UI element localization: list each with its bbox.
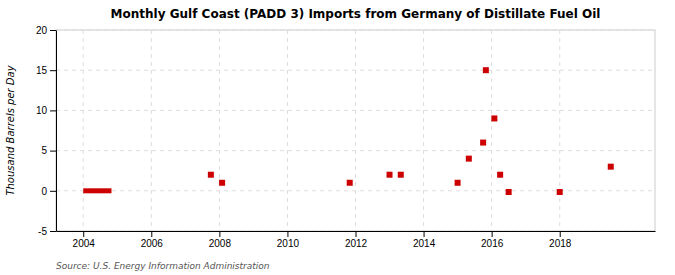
x-tick-mark [219, 231, 220, 237]
x-tick-label: 2014 [413, 238, 436, 249]
x-grid-line [355, 30, 356, 231]
point [483, 67, 489, 73]
y-tick: 20 [36, 25, 56, 36]
x-tick-label: 2008 [209, 238, 232, 249]
annotation: Source: U.S. Energy Information Administ… [56, 261, 270, 271]
y-grid-line [56, 150, 655, 151]
y-tick-label: 5 [41, 145, 47, 156]
plot-area: 2004 2006 2008 2010 2012 2014 2016 2018 -5 0 5 10 15… [36, 25, 656, 249]
title: Monthly Gulf Coast (PADD 3) Imports from… [111, 7, 601, 21]
y-grid-line [56, 30, 655, 31]
x-tick-mark [356, 231, 357, 237]
x-grid-line [491, 30, 492, 231]
y-axis-line [56, 31, 57, 232]
point [455, 180, 461, 186]
point [506, 189, 512, 195]
y-tick-label: 15 [36, 65, 48, 76]
x-tick: 2004 [73, 231, 96, 249]
x-tick: 2012 [345, 231, 368, 249]
x-tick-mark [287, 231, 288, 237]
x-tick: 2006 [141, 231, 164, 249]
x-grid-line [151, 30, 152, 231]
point [491, 115, 497, 121]
point [480, 140, 486, 146]
y-tick: 10 [36, 105, 56, 116]
x-grid-line [83, 30, 84, 231]
x-tick: 2014 [413, 231, 436, 249]
x-tick-mark [424, 231, 425, 237]
line-segment [83, 188, 111, 193]
x-tick-mark [560, 231, 561, 237]
x-tick-mark [151, 231, 152, 237]
y-tick: -5 [38, 226, 56, 237]
x-tick: 2010 [277, 231, 300, 249]
x-grid-line [423, 30, 424, 231]
point [347, 180, 353, 186]
point [208, 172, 214, 178]
plot-frame [56, 30, 655, 231]
chart: 2004 2006 2008 2010 2012 2014 2016 2018 -5 0 5 10 15… [0, 0, 675, 275]
y-tick-mark [50, 110, 56, 111]
point [497, 172, 503, 178]
x-tick-label: 2006 [141, 238, 164, 249]
y-tick: 15 [36, 65, 56, 76]
y-grid-line [56, 190, 655, 191]
grid [56, 30, 655, 231]
point [608, 164, 614, 170]
x-tick-label: 2016 [481, 238, 504, 249]
x-grid-line [219, 30, 220, 231]
y-grid-line [56, 70, 655, 71]
x-tick-label: 2004 [73, 238, 96, 249]
x-tick: 2008 [209, 231, 232, 249]
y-tick-mark [50, 151, 56, 152]
y-tick-mark [50, 70, 56, 71]
y-tick-label: 20 [36, 25, 48, 36]
x-tick-mark [83, 231, 84, 237]
point [387, 172, 393, 178]
x-tick: 2016 [481, 231, 504, 249]
x-tick-label: 2010 [277, 238, 300, 249]
y-tick-label: 0 [41, 186, 47, 197]
x-axis: 2004 2006 2008 2010 2012 2014 2016 2018 [57, 231, 656, 249]
y-tick-mark [50, 231, 56, 232]
point [219, 180, 225, 186]
y-tick-label: 10 [36, 105, 48, 116]
marks [83, 67, 614, 195]
x-tick-label: 2012 [345, 238, 368, 249]
y-axis-title: Thousand Barrels per Day [5, 64, 16, 195]
y-tick-label: -5 [38, 226, 47, 237]
y-tick-mark [50, 30, 56, 31]
x-grid-line [559, 30, 560, 231]
y-tick: 0 [41, 186, 56, 197]
x-tick-mark [492, 231, 493, 237]
point [466, 156, 472, 162]
point [398, 172, 404, 178]
y-grid-line [56, 110, 655, 111]
point [557, 189, 563, 195]
y-tick: 5 [41, 145, 56, 156]
x-tick: 2018 [549, 231, 572, 249]
x-tick-label: 2018 [549, 238, 572, 249]
x-grid-line [287, 30, 288, 231]
y-tick-mark [50, 191, 56, 192]
y-axis: -5 0 5 10 15 20 [36, 25, 57, 237]
